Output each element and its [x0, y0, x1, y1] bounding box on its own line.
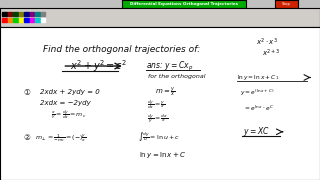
Text: $\ln y = \ln x + C$: $\ln y = \ln x + C$	[139, 150, 187, 160]
Bar	[7, 12, 12, 16]
Text: $\int \frac{dy}{u} = \ln u + c$: $\int \frac{dy}{u} = \ln u + c$	[138, 130, 180, 143]
Bar	[2, 12, 6, 16]
Text: for the orthogonal: for the orthogonal	[148, 74, 205, 79]
Bar	[13, 12, 18, 16]
Bar	[41, 12, 45, 16]
Bar	[2, 18, 6, 22]
Text: ②: ②	[23, 133, 30, 142]
Text: $m = \frac{y}{x}$: $m = \frac{y}{x}$	[155, 86, 176, 98]
Text: 2xdx + 2ydy = 0: 2xdx + 2ydy = 0	[40, 89, 100, 95]
Bar	[13, 18, 18, 22]
Text: 2xdx = −2ydy: 2xdx = −2ydy	[40, 100, 91, 107]
Text: $x^2 \cdot x^3$: $x^2 \cdot x^3$	[256, 37, 278, 48]
Text: Find the orthogonal trajectories of:: Find the orthogonal trajectories of:	[43, 45, 200, 54]
Text: $\ln y = \ln x + C_1$: $\ln y = \ln x + C_1$	[237, 73, 279, 82]
Bar	[7, 18, 12, 22]
Text: $\frac{x}{y} = \frac{dy}{dx} = m_c$: $\frac{x}{y} = \frac{dy}{dx} = m_c$	[51, 109, 87, 122]
Text: $y = XC$: $y = XC$	[243, 125, 270, 138]
Text: ans: $y = Cx_p$: ans: $y = Cx_p$	[146, 59, 193, 73]
Text: $y = e^{(\ln x + C)}$: $y = e^{(\ln x + C)}$	[240, 88, 274, 98]
Text: Stop: Stop	[282, 2, 291, 6]
Text: $\frac{dy}{y} = \frac{dx}{x}$: $\frac{dy}{y} = \frac{dx}{x}$	[147, 113, 168, 126]
Bar	[41, 18, 45, 22]
Text: $m_{\perp} = \frac{1}{-m_c} = (-)\frac{y}{x}$: $m_{\perp} = \frac{1}{-m_c} = (-)\frac{y…	[35, 132, 86, 144]
Bar	[19, 18, 23, 22]
Bar	[24, 18, 28, 22]
Text: $x^2 + y^2 = c^2$: $x^2 + y^2 = c^2$	[70, 58, 128, 74]
Bar	[19, 12, 23, 16]
Text: $= e^{\ln x} \cdot e^C$: $= e^{\ln x} \cdot e^C$	[243, 103, 274, 113]
Text: $\frac{dy}{dx} = \frac{y}{x}$: $\frac{dy}{dx} = \frac{y}{x}$	[147, 99, 166, 111]
Text: $x^{2+3}$: $x^{2+3}$	[262, 47, 281, 59]
Text: ①: ①	[23, 87, 30, 96]
Bar	[29, 18, 34, 22]
Text: Differential Equations Orthogonal Trajectories: Differential Equations Orthogonal Trajec…	[130, 2, 238, 6]
Bar	[35, 12, 39, 16]
Bar	[24, 12, 28, 16]
Bar	[35, 18, 39, 22]
Bar	[29, 12, 34, 16]
